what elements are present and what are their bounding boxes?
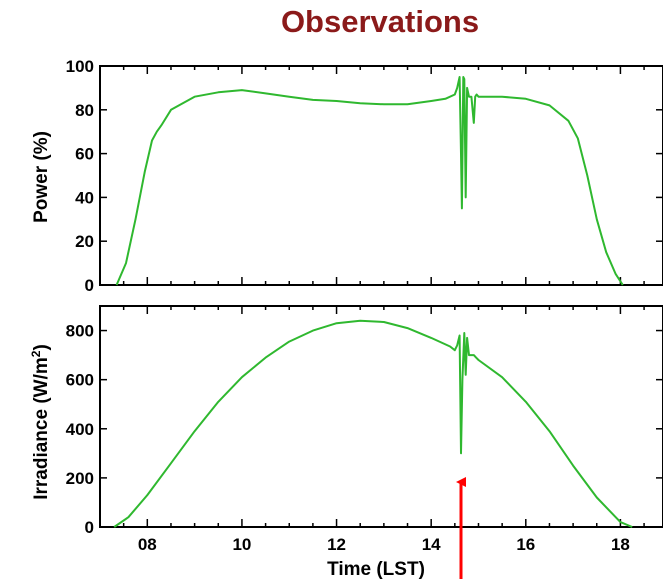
y-tick-label: 20 xyxy=(75,232,94,251)
y-tick-label: 200 xyxy=(66,469,94,488)
y-tick-label: 800 xyxy=(66,322,94,341)
y-tick-label: 40 xyxy=(75,188,94,207)
x-tick-label: 14 xyxy=(422,535,441,554)
x-tick-label: 12 xyxy=(327,535,346,554)
slide-title: Observations xyxy=(280,4,480,39)
y-tick-label: 0 xyxy=(85,276,94,295)
y-tick-label: 600 xyxy=(66,371,94,390)
x-tick-label: 10 xyxy=(232,535,251,554)
power-series-line xyxy=(115,76,624,286)
x-axis-title: Time (LST) xyxy=(327,559,425,579)
y-tick-label: 400 xyxy=(66,420,94,439)
x-tick-label: 08 xyxy=(138,535,157,554)
plot-frame-2 xyxy=(99,305,663,528)
x-tick-label: 18 xyxy=(611,535,630,554)
y-tick-label: 100 xyxy=(66,57,94,76)
y-axis-title-power: Power (%) xyxy=(31,131,52,223)
irradiance-series-line xyxy=(113,319,633,528)
y-tick-label: 0 xyxy=(85,518,94,537)
plot-frame-1 xyxy=(99,65,663,286)
y-tick-label: 80 xyxy=(75,101,94,120)
x-tick-label: 16 xyxy=(516,535,535,554)
y-axis-title-irradiance: Irradiance (W/m2) xyxy=(29,344,52,500)
y-tick-label: 60 xyxy=(75,145,94,164)
